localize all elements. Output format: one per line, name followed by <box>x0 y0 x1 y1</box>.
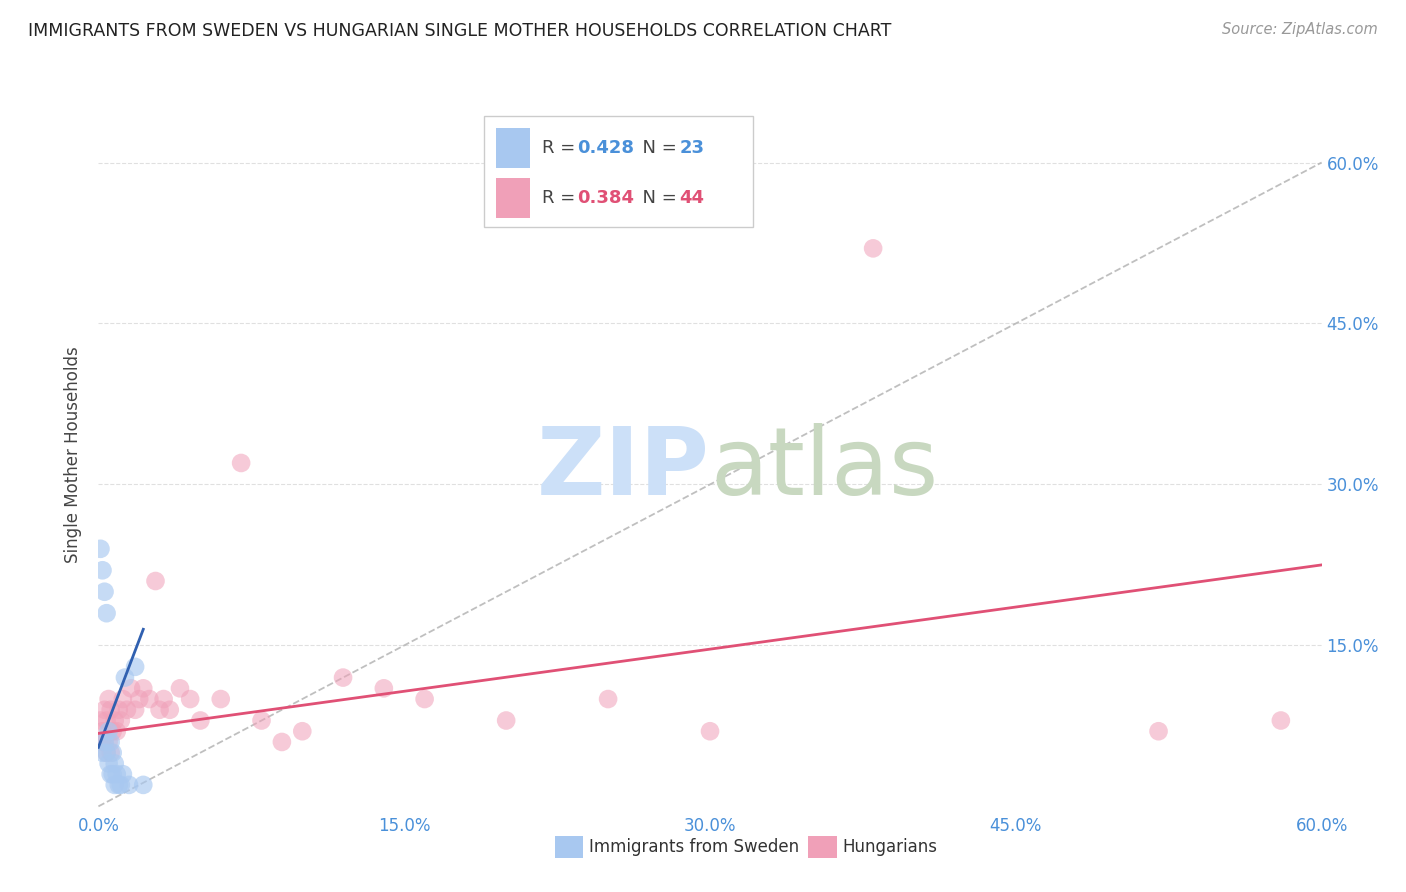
Point <box>231 456 253 470</box>
Point <box>96 714 118 728</box>
Point <box>1270 714 1292 728</box>
Text: 0.384: 0.384 <box>576 189 634 207</box>
Point <box>120 681 142 696</box>
Point <box>105 767 128 781</box>
Point <box>111 692 134 706</box>
Text: atlas: atlas <box>710 423 938 516</box>
Point <box>104 778 127 792</box>
Point <box>118 778 141 792</box>
Point <box>104 756 127 771</box>
Text: 44: 44 <box>679 189 704 207</box>
Point <box>373 681 395 696</box>
Point <box>97 724 120 739</box>
Point <box>169 681 191 696</box>
Text: N =: N = <box>630 139 682 157</box>
Point <box>89 714 111 728</box>
Point <box>96 746 118 760</box>
Point <box>1147 724 1170 739</box>
Point <box>699 724 721 739</box>
Point <box>114 671 136 685</box>
Point <box>598 692 620 706</box>
Bar <box>496 128 530 168</box>
Point <box>108 703 131 717</box>
Point <box>115 703 138 717</box>
Text: 0.428: 0.428 <box>576 139 634 157</box>
Point <box>91 746 114 760</box>
Point <box>101 724 124 739</box>
Point <box>188 714 212 728</box>
Point <box>132 778 155 792</box>
Point <box>250 714 273 728</box>
Point <box>132 681 155 696</box>
Point <box>495 714 517 728</box>
Point <box>100 746 122 760</box>
Point <box>97 756 120 771</box>
Point <box>100 735 122 749</box>
Point <box>110 714 132 728</box>
Point <box>138 692 160 706</box>
Point <box>100 767 122 781</box>
Point <box>100 703 122 717</box>
Point <box>91 735 114 749</box>
Text: Immigrants from Sweden: Immigrants from Sweden <box>589 838 799 856</box>
Text: N =: N = <box>630 189 682 207</box>
Point <box>93 703 115 717</box>
Point <box>862 241 884 255</box>
Point <box>128 692 150 706</box>
Point <box>93 735 115 749</box>
Point <box>91 724 114 739</box>
Point <box>96 606 118 620</box>
Point <box>332 671 354 685</box>
Point <box>105 724 128 739</box>
Point <box>97 735 120 749</box>
Point <box>101 746 124 760</box>
Point <box>111 767 134 781</box>
Point <box>97 692 120 706</box>
Text: IMMIGRANTS FROM SWEDEN VS HUNGARIAN SINGLE MOTHER HOUSEHOLDS CORRELATION CHART: IMMIGRANTS FROM SWEDEN VS HUNGARIAN SING… <box>28 22 891 40</box>
Text: Hungarians: Hungarians <box>842 838 938 856</box>
Bar <box>496 178 530 218</box>
Point <box>104 714 127 728</box>
Text: R =: R = <box>543 189 582 207</box>
Point <box>152 692 174 706</box>
Point <box>124 660 146 674</box>
FancyBboxPatch shape <box>484 116 752 227</box>
Point <box>101 767 124 781</box>
Text: Source: ZipAtlas.com: Source: ZipAtlas.com <box>1222 22 1378 37</box>
Point <box>209 692 232 706</box>
Point <box>124 703 146 717</box>
Point <box>270 735 294 749</box>
Point <box>91 563 114 577</box>
Point <box>108 778 131 792</box>
Point <box>93 735 115 749</box>
Text: ZIP: ZIP <box>537 423 710 516</box>
Text: R =: R = <box>543 139 582 157</box>
Y-axis label: Single Mother Households: Single Mother Households <box>65 347 83 563</box>
Point <box>93 584 115 599</box>
Point <box>145 574 167 588</box>
Point <box>89 541 111 556</box>
Point <box>159 703 181 717</box>
Text: 23: 23 <box>679 139 704 157</box>
Point <box>291 724 314 739</box>
Point <box>110 778 132 792</box>
Point <box>179 692 201 706</box>
Point <box>149 703 172 717</box>
Point <box>413 692 436 706</box>
Point <box>96 746 118 760</box>
